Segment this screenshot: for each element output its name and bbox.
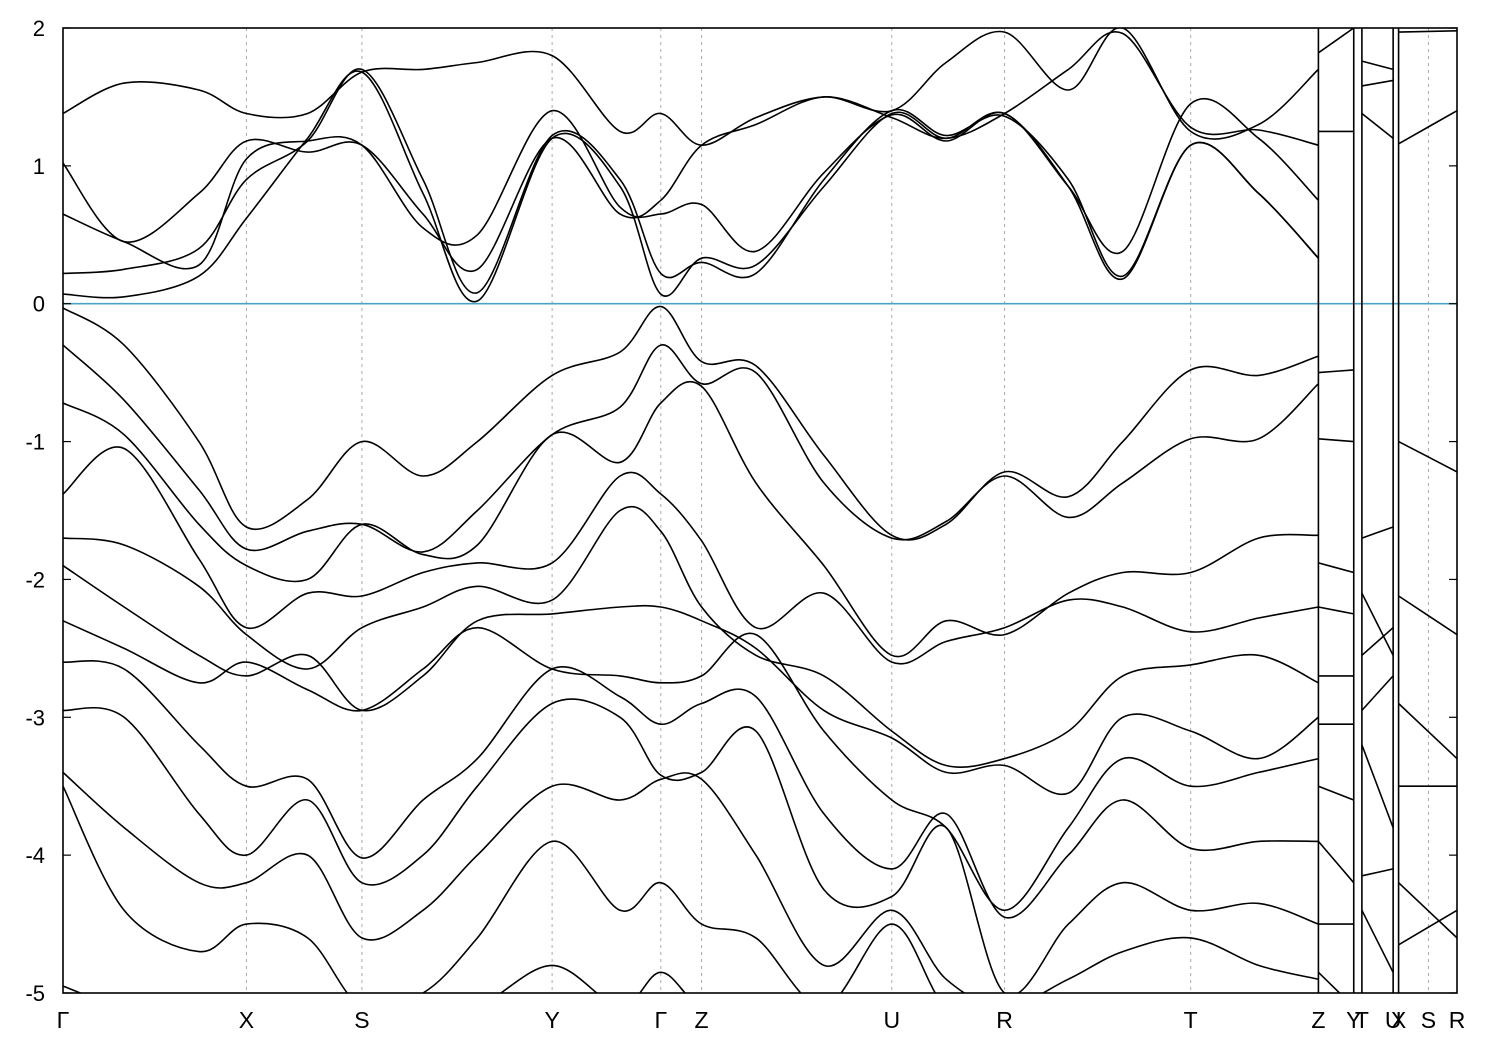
band-line-21 <box>1318 562 1354 574</box>
band-line-14 <box>63 771 1319 993</box>
band-line-1 <box>63 68 1319 294</box>
band-line-26 <box>1317 840 1355 884</box>
k-point-label-7: R <box>996 1007 1013 1033</box>
band-line-46 <box>1398 909 1457 946</box>
y-axis: 2 1 0 -1 -2 -3 -4 -5 <box>25 16 1457 1006</box>
k-point-label-3: Y <box>544 1007 559 1033</box>
band-line-19 <box>1318 369 1354 374</box>
k-point-label-0: Γ <box>57 1007 70 1033</box>
band-line-18 <box>1317 28 1355 54</box>
band-line-4 <box>63 28 1319 147</box>
plot-frame-border <box>62 27 1458 994</box>
band-line-40 <box>1398 30 1457 33</box>
band-line-29 <box>1361 79 1394 87</box>
y-tick-label-3: -1 <box>25 430 45 455</box>
band-line-9 <box>63 505 1319 768</box>
k-point-label-14: S <box>1421 1007 1436 1033</box>
band-line-8 <box>63 446 1319 665</box>
k-point-label-6: U <box>883 1007 900 1033</box>
band-series-layer <box>63 28 1457 993</box>
band-line-34 <box>1361 592 1394 656</box>
band-line-36 <box>1361 744 1394 828</box>
y-tick-label-4: -2 <box>25 567 45 592</box>
y-tick-label-5: -3 <box>25 705 45 730</box>
y-tick-label-0: 2 <box>33 16 45 41</box>
band-line-32 <box>1361 526 1394 539</box>
band-line-37 <box>1361 868 1394 877</box>
grid-lines <box>245 28 1429 993</box>
band-line-3 <box>63 31 1319 273</box>
band-line-6 <box>63 344 1319 553</box>
k-point-label-9: Z <box>1311 1007 1325 1033</box>
y-tick-label-1: 1 <box>33 154 45 179</box>
band-line-10 <box>63 564 1319 796</box>
band-line-11 <box>63 620 1319 912</box>
y-tick-label-6: -4 <box>25 843 45 868</box>
band-line-13 <box>63 698 1319 993</box>
plot-frame <box>62 27 1458 994</box>
k-point-label-11: T <box>1355 1007 1369 1033</box>
band-line-0 <box>63 70 1319 303</box>
band-line-35 <box>1361 675 1394 711</box>
k-path-axis: Γ X S Y Γ Z U R T Z YT UX S R <box>57 1007 1466 1033</box>
band-line-42 <box>1398 595 1457 636</box>
band-line-28 <box>1317 971 1341 993</box>
band-line-22 <box>1318 606 1354 615</box>
band-line-39 <box>1398 110 1457 145</box>
band-line-43 <box>1398 702 1457 760</box>
k-point-label-5: Z <box>695 1007 709 1033</box>
k-point-label-13: X <box>1391 1007 1406 1033</box>
k-point-label-12: U <box>1385 1007 1402 1033</box>
y-tick-label-7: -5 <box>25 981 45 1006</box>
band-line-5 <box>63 305 1319 541</box>
band-line-31 <box>1361 112 1394 139</box>
k-point-label-10: Y <box>1346 1007 1361 1033</box>
band-line-15 <box>63 785 937 993</box>
band-line-33 <box>1361 627 1394 656</box>
band-line-12 <box>63 660 1319 919</box>
band-line-2 <box>63 97 1319 270</box>
band-line-45 <box>1398 882 1457 939</box>
band-line-20 <box>1318 438 1354 443</box>
k-point-label-1: X <box>239 1007 254 1033</box>
band-line-41 <box>1398 440 1457 473</box>
y-tick-label-2: 0 <box>33 292 45 317</box>
k-point-label-8: T <box>1184 1007 1198 1033</box>
k-point-label-15: R <box>1449 1007 1466 1033</box>
band-line-7 <box>63 380 1319 658</box>
band-line-25 <box>1318 785 1354 801</box>
k-point-label-4: Γ <box>654 1007 667 1033</box>
k-point-label-2: S <box>354 1007 369 1033</box>
band-line-30 <box>1361 60 1394 71</box>
band-line-38 <box>1361 909 1394 973</box>
band-line-16 <box>63 964 687 993</box>
band-line-47 <box>1398 992 1403 993</box>
